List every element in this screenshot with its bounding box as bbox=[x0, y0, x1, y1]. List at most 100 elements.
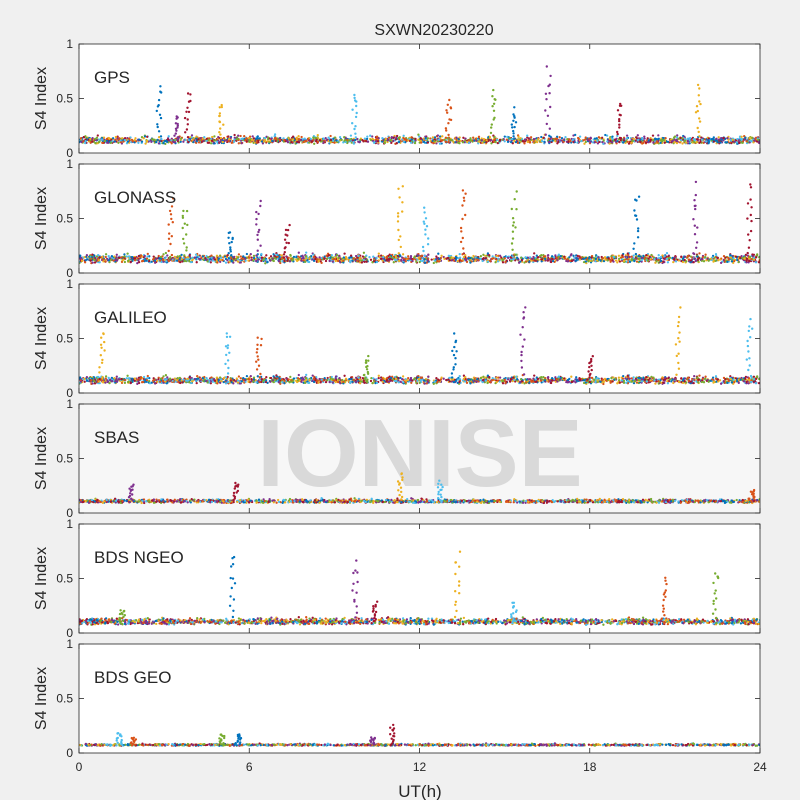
data-point bbox=[570, 375, 573, 378]
event-point bbox=[544, 133, 547, 136]
data-point bbox=[182, 256, 185, 260]
event-point bbox=[511, 248, 514, 251]
data-point bbox=[209, 142, 213, 145]
data-point bbox=[260, 380, 263, 384]
data-point bbox=[133, 379, 137, 383]
data-point bbox=[334, 136, 337, 139]
event-point bbox=[287, 241, 290, 245]
data-point bbox=[308, 257, 311, 260]
data-point bbox=[390, 141, 393, 145]
event-point bbox=[168, 209, 172, 213]
data-point bbox=[489, 138, 493, 142]
data-point bbox=[180, 258, 183, 261]
data-point bbox=[611, 135, 614, 138]
data-point bbox=[683, 255, 687, 258]
event-point bbox=[259, 199, 262, 203]
data-point bbox=[166, 254, 169, 257]
event-point bbox=[170, 253, 174, 257]
data-point bbox=[606, 140, 609, 143]
data-point bbox=[295, 137, 298, 140]
event-point bbox=[168, 232, 171, 235]
data-point bbox=[758, 259, 760, 262]
data-point bbox=[295, 259, 299, 263]
event-point bbox=[750, 219, 753, 223]
data-point bbox=[401, 253, 405, 256]
data-point bbox=[655, 140, 658, 143]
data-point bbox=[275, 253, 278, 257]
event-point bbox=[515, 208, 518, 211]
data-point bbox=[753, 139, 756, 142]
data-point bbox=[523, 138, 527, 141]
event-point bbox=[491, 105, 494, 108]
event-point bbox=[398, 196, 401, 199]
data-point bbox=[562, 140, 565, 143]
event-point bbox=[397, 228, 400, 232]
data-point bbox=[677, 259, 681, 262]
data-point bbox=[756, 253, 759, 256]
data-point bbox=[296, 255, 300, 258]
event-point bbox=[174, 132, 177, 135]
event-point bbox=[512, 129, 515, 133]
event-point bbox=[513, 198, 516, 201]
event-point bbox=[444, 127, 448, 130]
event-point bbox=[355, 104, 358, 108]
data-point bbox=[162, 142, 165, 145]
data-point bbox=[197, 257, 201, 261]
data-point bbox=[269, 255, 273, 258]
data-point bbox=[349, 259, 352, 263]
data-point bbox=[686, 139, 689, 143]
data-point bbox=[564, 135, 567, 139]
data-point bbox=[447, 254, 450, 257]
event-point bbox=[490, 123, 493, 126]
data-point bbox=[266, 261, 269, 264]
data-point bbox=[275, 252, 278, 255]
data-point bbox=[227, 138, 231, 141]
data-point bbox=[343, 252, 346, 255]
event-point bbox=[259, 204, 262, 208]
data-point bbox=[436, 134, 440, 137]
data-point bbox=[151, 138, 155, 141]
data-point bbox=[395, 258, 398, 262]
data-point bbox=[372, 255, 375, 258]
event-point bbox=[156, 123, 159, 126]
event-point bbox=[230, 259, 233, 263]
data-point bbox=[289, 254, 292, 257]
data-point bbox=[474, 137, 477, 141]
data-point bbox=[341, 378, 344, 382]
data-point bbox=[382, 255, 385, 259]
event-point bbox=[255, 223, 258, 226]
data-point bbox=[725, 141, 729, 144]
data-point bbox=[158, 140, 161, 143]
data-point bbox=[672, 260, 675, 264]
data-point bbox=[611, 137, 614, 141]
data-point bbox=[699, 140, 702, 144]
data-point bbox=[556, 259, 559, 262]
data-point bbox=[600, 136, 604, 139]
data-point bbox=[571, 138, 574, 142]
event-point bbox=[492, 109, 496, 113]
data-point bbox=[705, 259, 708, 262]
event-point bbox=[421, 259, 425, 263]
data-point bbox=[133, 259, 137, 262]
data-point bbox=[589, 140, 592, 144]
event-point bbox=[396, 212, 400, 215]
data-point bbox=[179, 140, 182, 143]
data-point bbox=[280, 256, 284, 259]
data-point bbox=[274, 137, 277, 140]
data-point bbox=[659, 141, 662, 144]
event-point bbox=[512, 135, 515, 138]
data-point bbox=[651, 139, 655, 142]
data-point bbox=[255, 140, 258, 143]
event-point bbox=[219, 127, 222, 130]
data-point bbox=[487, 138, 490, 142]
data-point bbox=[696, 138, 699, 141]
data-point bbox=[535, 258, 538, 261]
data-point bbox=[414, 137, 417, 141]
data-point bbox=[521, 140, 525, 143]
event-point bbox=[176, 122, 179, 126]
data-point bbox=[597, 136, 601, 139]
data-point bbox=[520, 256, 523, 259]
data-point bbox=[707, 140, 710, 143]
